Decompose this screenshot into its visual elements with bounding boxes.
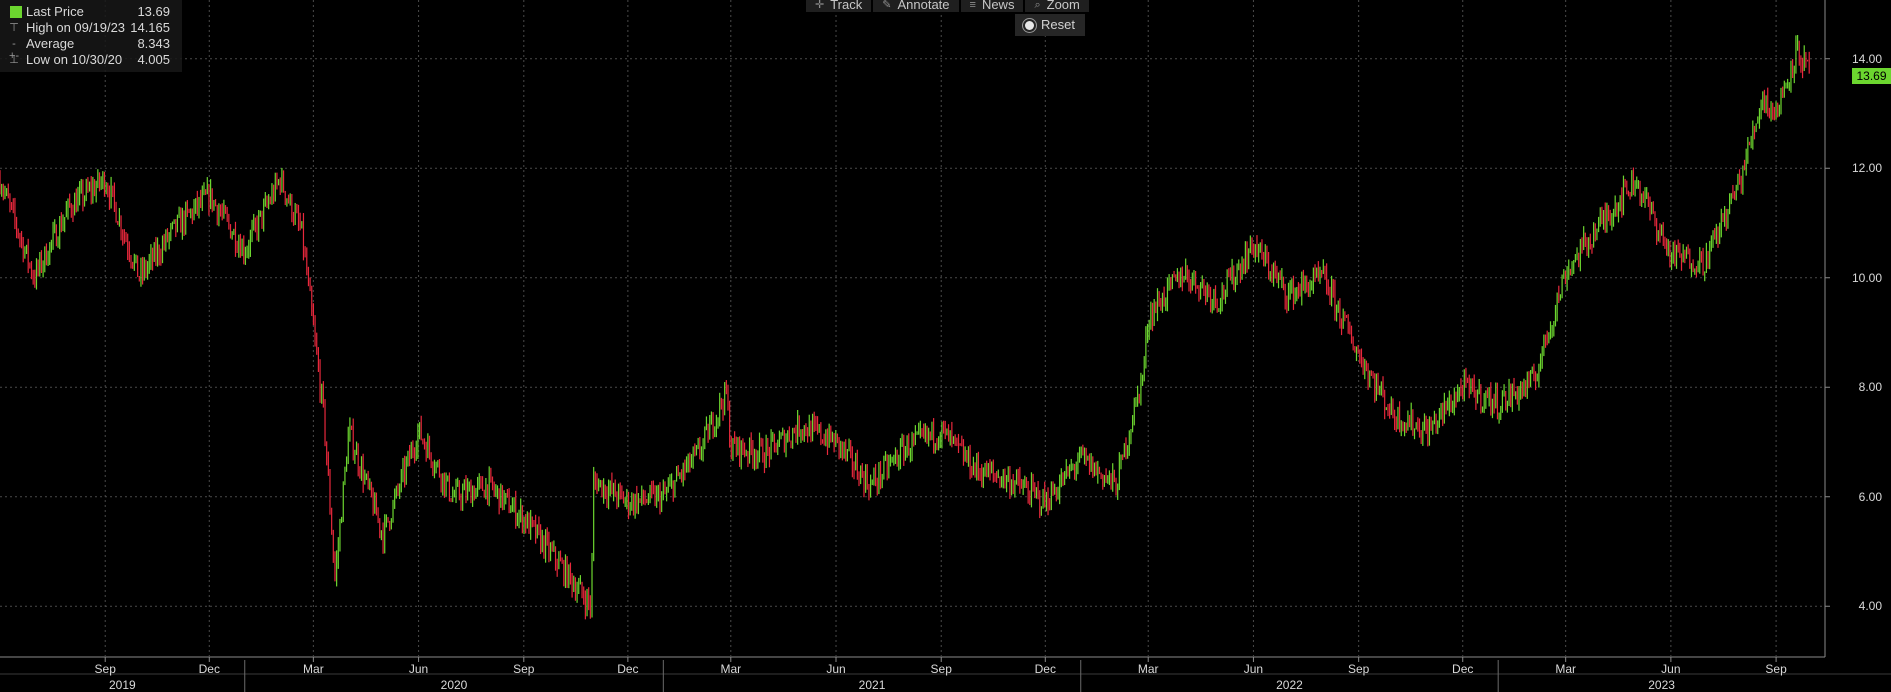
x-tick-label: Dec: [198, 662, 220, 676]
legend-label: High on 09/19/23: [26, 20, 126, 35]
legend-value: 14.165: [130, 20, 170, 35]
legend-label: Low on 10/30/20: [26, 52, 123, 67]
last-price-tag: 13.69: [1852, 67, 1891, 84]
x-tick-label: Mar: [1555, 662, 1576, 676]
y-tick-label: 10.00: [1851, 270, 1882, 285]
news-button[interactable]: ≡ News: [960, 0, 1024, 12]
news-label: News: [981, 0, 1015, 12]
legend-last-price: Last Price 13.69: [0, 4, 180, 20]
x-tick-label: Dec: [617, 662, 639, 676]
legend-label: Last Price: [26, 4, 84, 19]
x-tick-label: Sep: [94, 662, 116, 676]
legend-label: Average: [26, 36, 75, 51]
x-tick-label: Dec: [1452, 662, 1474, 676]
magnifier-icon: ⌕: [1034, 0, 1041, 11]
x-year-label: 2022: [1276, 678, 1303, 692]
legend-high: ⊤ High on 09/19/23 14.165: [0, 20, 180, 36]
zoom-label: Zoom: [1046, 0, 1080, 12]
annotate-button[interactable]: ✎ Annotate: [873, 0, 959, 12]
x-tick-label: Mar: [303, 662, 324, 676]
y-tick-label: 6.00: [1858, 489, 1882, 504]
chart-toolbar: ✛ Track ✎ Annotate ≡ News ⌕ Zoom: [806, 0, 1089, 12]
zoom-button[interactable]: ⌕ Zoom: [1025, 0, 1089, 12]
chart-legend: Last Price 13.69 ⊤ High on 09/19/23 14.1…: [0, 0, 182, 72]
track-button[interactable]: ✛ Track: [806, 0, 872, 12]
x-year-label: 2023: [1648, 678, 1675, 692]
y-tick-label: 8.00: [1858, 380, 1882, 395]
x-tick-label: Sep: [930, 662, 952, 676]
x-year-label: 2019: [109, 678, 136, 692]
legend-low: ⊥ Low on 10/30/20 4.005: [0, 52, 180, 68]
x-tick-label: Sep: [1347, 662, 1370, 676]
low-marker-icon: ⊥: [9, 54, 19, 66]
legend-value: 4.005: [137, 52, 170, 67]
legend-value: 13.69: [137, 4, 170, 19]
high-marker-icon: ⊤: [9, 22, 19, 34]
average-line-icon: -+-: [8, 38, 20, 62]
track-label: Track: [830, 0, 863, 12]
x-tick-label: Jun: [1243, 662, 1264, 676]
reset-button[interactable]: Reset: [1015, 14, 1085, 36]
x-tick-label: Jun: [408, 662, 429, 676]
x-tick-label: Sep: [513, 662, 535, 676]
x-year-label: 2021: [858, 678, 886, 692]
annotate-label: Annotate: [897, 0, 950, 12]
radio-dot-icon: [1025, 20, 1034, 30]
legend-value: 8.343: [137, 36, 170, 51]
x-tick-label: Mar: [1137, 662, 1159, 676]
x-tick-label: Dec: [1034, 662, 1056, 676]
legend-average: -+- Average 8.343: [0, 36, 180, 62]
pencil-icon: ✎: [882, 0, 892, 11]
reset-label: Reset: [1041, 17, 1075, 32]
x-tick-label: Sep: [1765, 662, 1787, 676]
green-square-swatch: [10, 6, 22, 18]
x-year-label: 2020: [440, 678, 468, 692]
x-tick-label: Jun: [1661, 662, 1681, 676]
y-tick-label: 14.00: [1851, 51, 1882, 66]
y-tick-label: 12.00: [1851, 161, 1882, 176]
crosshair-icon: ✛: [815, 0, 825, 11]
y-tick-label: 4.00: [1858, 599, 1882, 614]
x-tick-label: Jun: [826, 662, 846, 676]
x-tick-label: Mar: [720, 662, 742, 676]
news-icon: ≡: [969, 0, 976, 11]
